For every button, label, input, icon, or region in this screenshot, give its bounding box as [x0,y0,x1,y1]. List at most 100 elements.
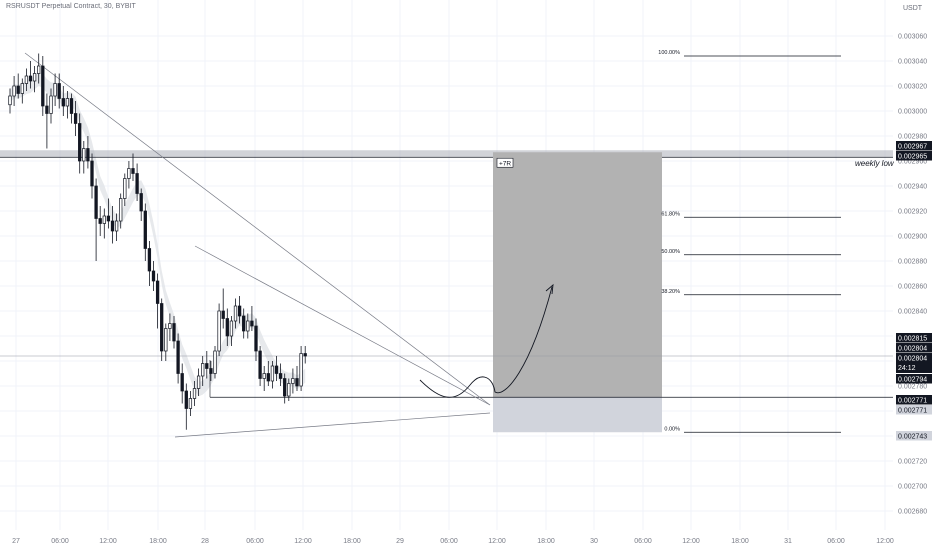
candle-body [110,220,115,232]
candle-body [69,98,74,114]
candle-body [209,368,213,374]
projection-curve[interactable] [419,286,553,398]
x-tick-label: 18:00 [149,538,167,545]
candle-body [139,193,143,212]
candle-body [270,365,275,382]
candle-body [151,270,156,282]
price-label: 0.002967 [898,144,927,151]
y-tick-label: 0.002720 [898,459,927,466]
candle-body [192,388,197,399]
price-label: 0.002804 [898,356,927,363]
candlestick-series [8,53,307,430]
fib-level-label: 0.00% [664,426,680,432]
candle-body [53,83,57,97]
y-tick-label: 0.002980 [898,134,927,141]
x-tick-label: 18:00 [343,538,361,545]
x-tick-label: 12:00 [488,538,506,545]
candle-body [135,173,139,194]
chart-title: RSRUSDT Perpetual Contract, 30, BYBIT [6,3,136,10]
candle-body [196,375,201,389]
candle-body [283,378,287,397]
weekly-low-label: weekly low [855,159,895,168]
candle-body [94,185,98,219]
candle-body [123,178,127,199]
y-tick-label: 0.002920 [898,209,927,216]
fib-level-label: 61.80% [661,211,680,217]
price-label-box [896,343,932,353]
price-label: 0.002771 [898,398,927,405]
y-tick-label: 0.003060 [898,34,927,41]
x-tick-label: 06:00 [827,538,845,545]
candle-body [229,320,234,337]
price-label: 0.002815 [898,336,927,343]
currency-label: USDT [903,5,923,12]
candle-body [262,373,266,379]
y-tick-label: 0.002860 [898,284,927,291]
x-tick-label: 18:00 [537,538,555,545]
x-tick-label: 31 [784,538,792,545]
candle-body [303,353,307,357]
ratio-label: +7R [499,160,511,167]
time-axis[interactable]: 27 06:00 12:00 18:00 28 06:00 12:00 18:00 29 06:0… [12,538,894,545]
x-tick-label: 12:00 [876,538,894,545]
target-zone[interactable] [493,152,662,398]
candle-body [119,198,123,222]
candle-body [266,373,270,382]
price-label: 0.002965 [898,154,927,161]
projection-path[interactable] [419,283,554,398]
ascending-support[interactable] [174,412,491,438]
candle-body [45,105,49,114]
candle-body [61,98,65,107]
price-label: 0.002771 [898,408,927,415]
fib-level-label: 50.00% [661,249,680,255]
x-tick-label: 06:00 [440,538,458,545]
candle-body [86,148,90,162]
inner-trendline[interactable] [194,245,491,406]
y-tick-label: 0.002700 [898,484,927,491]
candle-body [20,83,24,94]
price-label: 0.002794 [898,377,927,384]
candle-body [278,373,283,379]
candle-body [291,378,295,384]
long-position-tool[interactable]: +7R [493,152,662,433]
fib-level-label: 38.20% [661,289,680,295]
candle-body [78,123,82,162]
candle-body [246,320,250,332]
candle-body [184,390,188,409]
candle-body [188,398,193,409]
descending-trendline[interactable] [24,52,491,406]
candle-body [242,315,246,332]
candle-body [155,280,160,304]
candle-body [12,85,16,97]
price-label-box [896,353,932,373]
price-label-box [896,395,932,405]
projection-arrowhead [545,283,554,295]
candle-body [233,305,238,322]
candle-body [114,220,119,232]
candle-body [102,215,106,224]
candle-body [164,328,168,352]
candle-body [28,75,33,82]
weekly-low-zone: weekly low [0,150,895,168]
x-tick-label: 12:00 [294,538,312,545]
price-label-box [896,151,932,161]
x-tick-label: 18:00 [731,538,749,545]
candle-body [217,310,221,352]
candle-body [37,65,41,74]
fib-level-label: 100.00% [658,50,680,56]
candle-body [65,98,70,107]
price-label-box [896,333,932,343]
x-tick-label: 12:00 [99,538,117,545]
x-tick-label: 29 [396,538,404,545]
y-tick-label: 0.003040 [898,59,927,66]
trendlines[interactable] [0,52,893,438]
fib-retracement[interactable]: 100.00% 61.80% 50.00% 38.20% 0.00% [658,50,841,433]
x-tick-label: 06:00 [51,538,69,545]
chart-grid [0,0,893,530]
candle-body [73,113,78,124]
y-tick-label: 0.002940 [898,184,927,191]
price-label-box [896,141,932,151]
stop-zone[interactable] [493,397,662,433]
price-axis[interactable]: 0.0026800.0027000.0027200.0027400.002760… [898,34,927,516]
